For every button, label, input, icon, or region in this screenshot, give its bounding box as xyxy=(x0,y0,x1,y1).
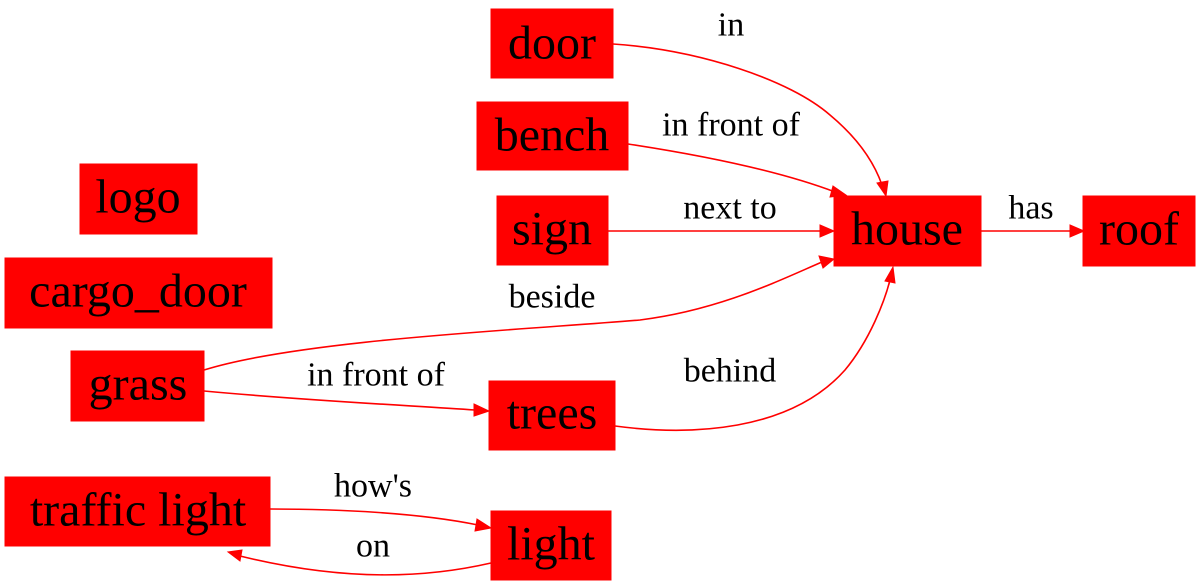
edge-house-roof: has xyxy=(981,190,1086,238)
edge-line xyxy=(203,390,476,411)
edge-trees-house: behind xyxy=(614,265,896,431)
arrowhead-icon xyxy=(829,185,848,198)
edge-label-in-front-of: in front of xyxy=(662,107,801,144)
edge-bench-house: in front of xyxy=(627,107,848,198)
edge-label-has: has xyxy=(1008,190,1053,227)
arrowhead-icon xyxy=(1069,224,1086,238)
arrowhead-icon xyxy=(818,255,836,269)
node-cargo-door: cargo_door xyxy=(4,257,273,329)
node-door: door xyxy=(490,8,614,79)
edge-line xyxy=(612,43,883,186)
node-roof: roof xyxy=(1082,195,1196,267)
edge-label-beside: beside xyxy=(509,279,596,316)
edge-label-hows: how's xyxy=(334,468,412,505)
node-bench: bench xyxy=(476,101,629,171)
edge-label-on: on xyxy=(356,528,390,565)
edge-grass-trees: in front of xyxy=(203,357,491,417)
edge-grass-house: beside xyxy=(203,255,836,371)
node-label: light xyxy=(507,518,596,571)
node-label: logo xyxy=(95,171,180,224)
node-label: bench xyxy=(495,109,610,162)
arrowhead-icon xyxy=(474,518,493,532)
node-label: roof xyxy=(1099,203,1179,256)
node-light: light xyxy=(490,510,612,581)
edge-line xyxy=(203,261,823,371)
node-label: traffic light xyxy=(30,484,247,537)
arrowhead-icon xyxy=(226,549,243,562)
arrowhead-icon xyxy=(876,180,889,198)
node-label: door xyxy=(508,17,596,70)
node-label: house xyxy=(851,203,963,256)
edge-line xyxy=(627,143,836,193)
arrowhead-icon xyxy=(884,265,896,284)
edge-label-in-front-of: in front of xyxy=(307,357,446,394)
node-label: sign xyxy=(512,203,592,256)
edge-label-in: in xyxy=(718,7,744,44)
node-traffic-light: traffic light xyxy=(4,476,271,547)
edge-door-house: in xyxy=(612,7,889,198)
edge-label-behind: behind xyxy=(684,353,777,390)
edge-line xyxy=(614,279,891,431)
edge-line xyxy=(269,508,479,526)
arrowhead-icon xyxy=(819,224,836,238)
node-sign: sign xyxy=(496,195,609,266)
node-label: trees xyxy=(507,387,598,440)
edge-line xyxy=(239,555,492,576)
node-label: cargo_door xyxy=(29,265,247,318)
node-logo: logo xyxy=(79,163,198,235)
arrowhead-icon xyxy=(473,403,491,417)
edge-sign-house: next to xyxy=(608,190,836,238)
edge-light-traffic-light: on xyxy=(226,528,492,576)
edge-label-next-to: next to xyxy=(683,190,776,227)
node-house: house xyxy=(833,195,982,267)
node-trees: trees xyxy=(488,380,616,451)
edge-traffic-light-light: how's xyxy=(269,468,493,532)
node-label: grass xyxy=(89,358,188,411)
node-grass: grass xyxy=(70,350,205,422)
